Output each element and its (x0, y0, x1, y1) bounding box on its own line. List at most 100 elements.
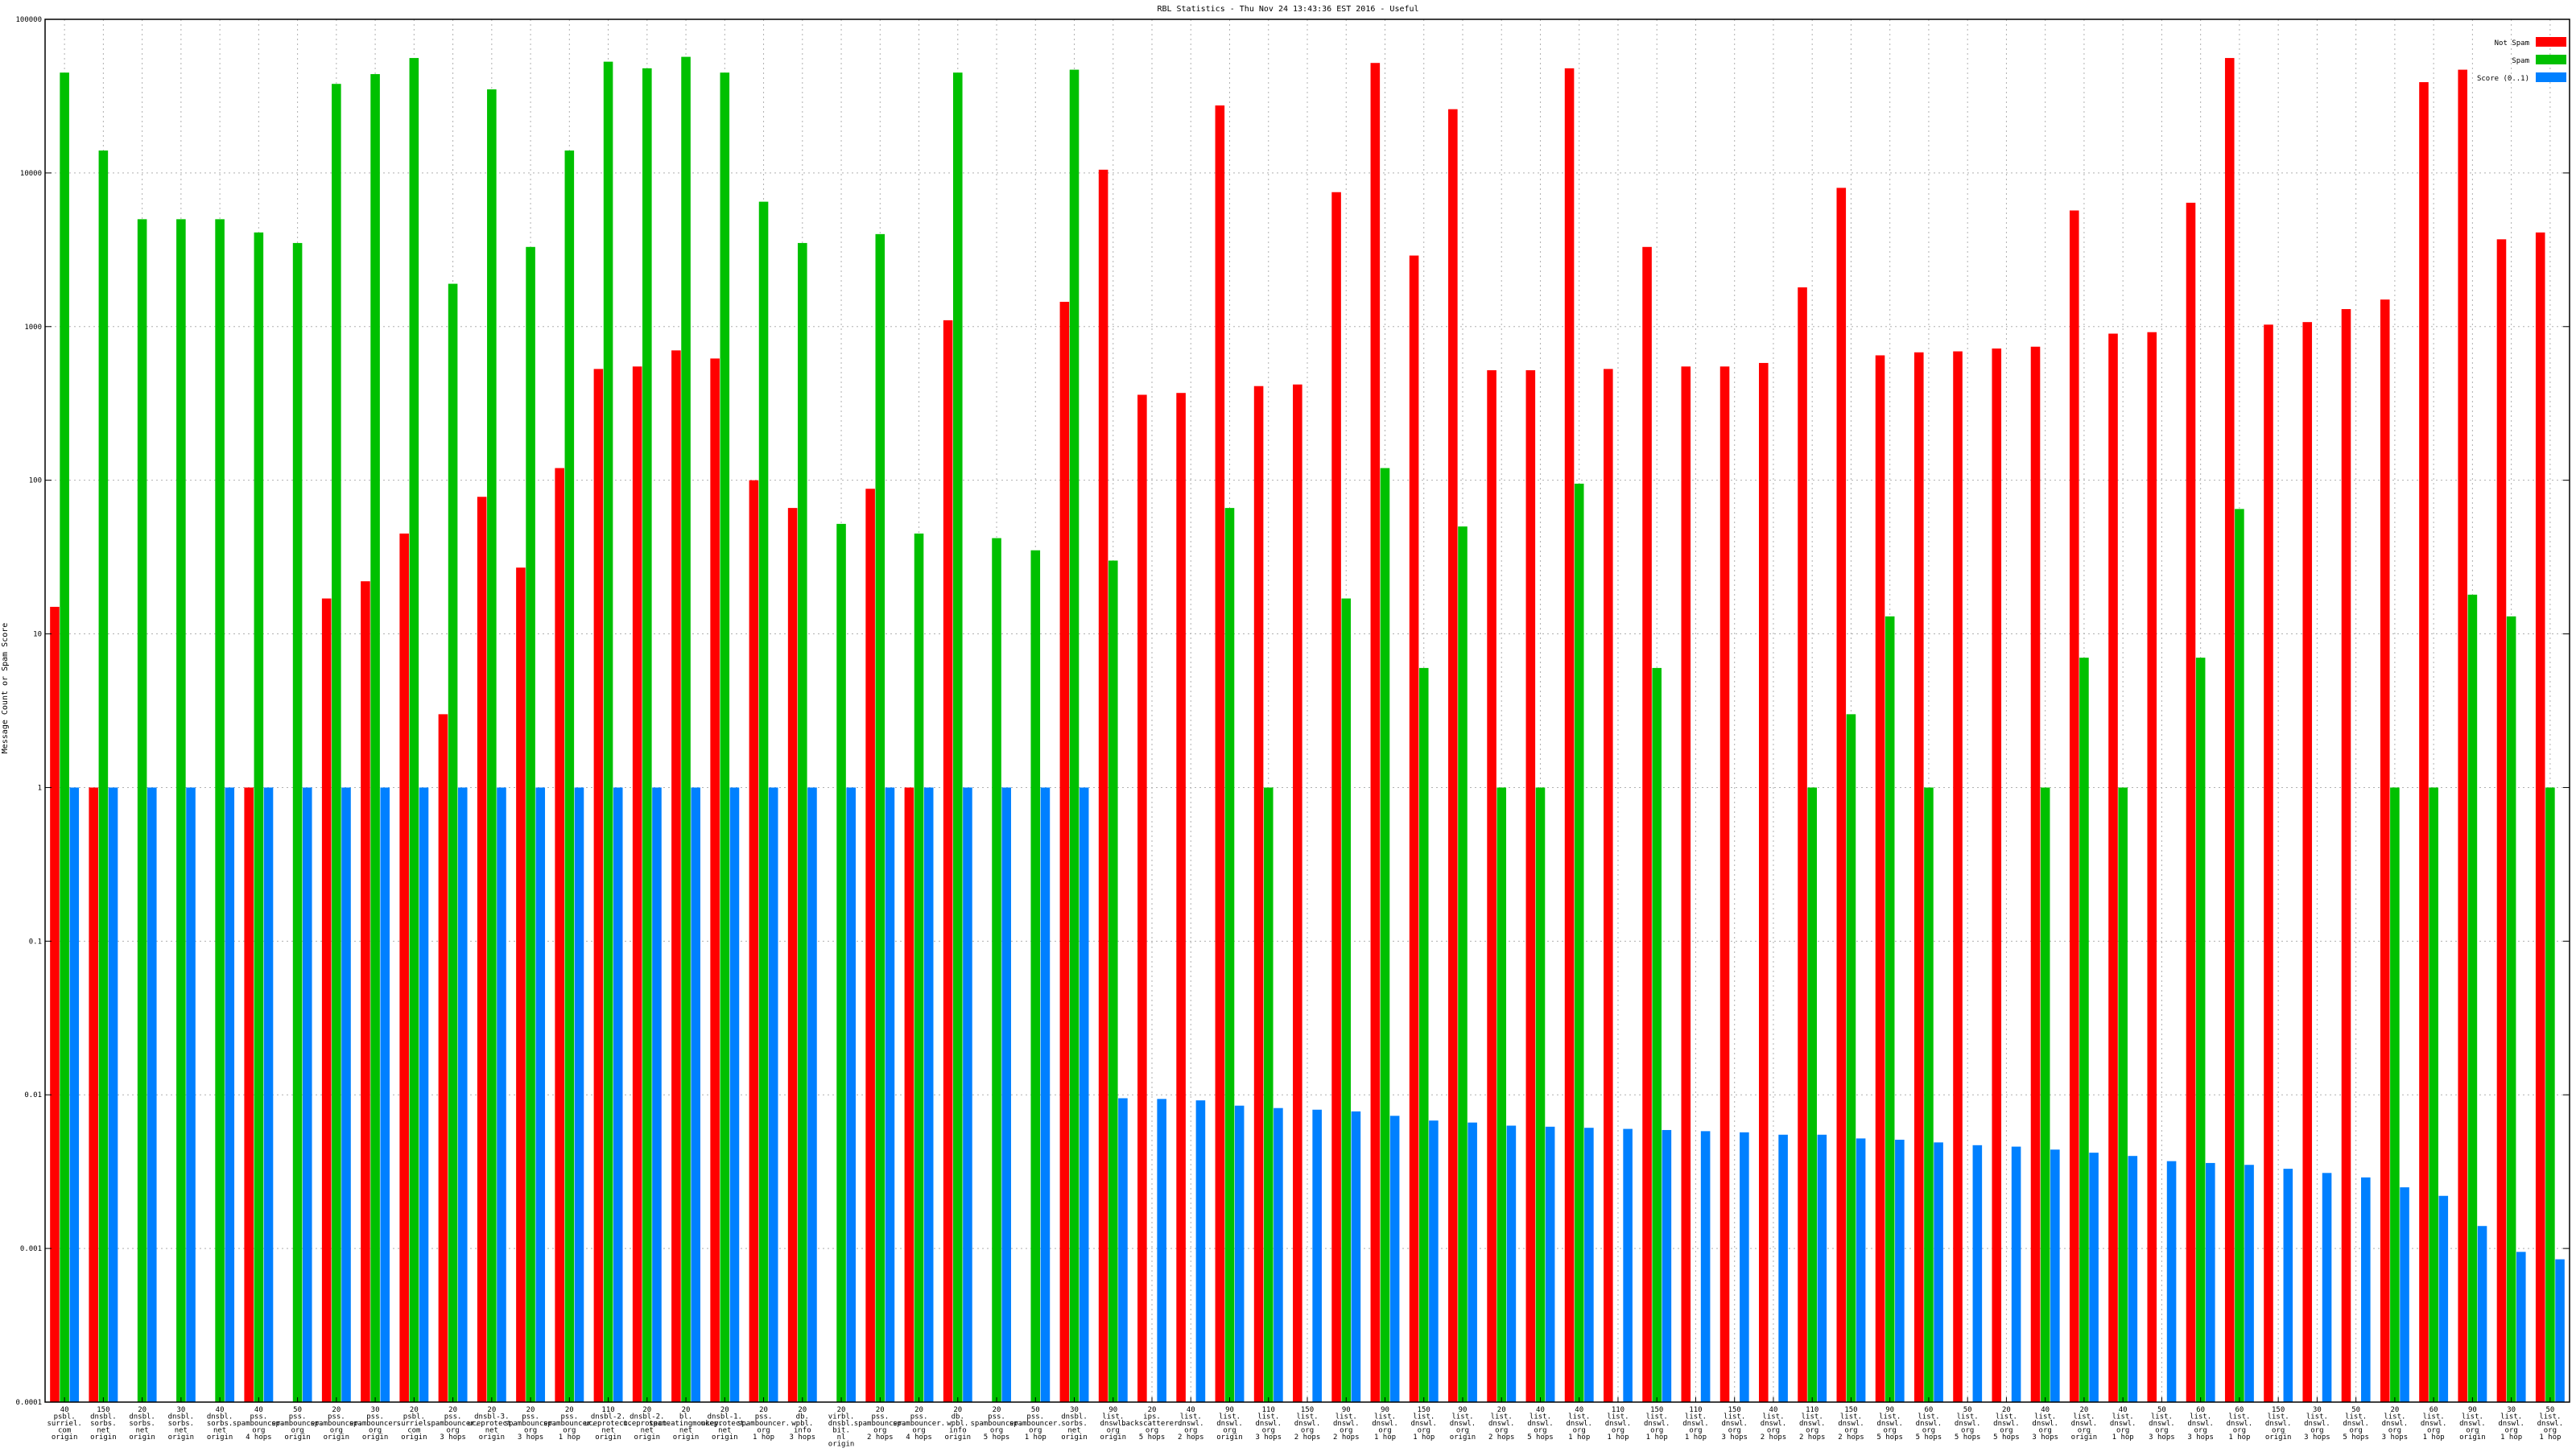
bar-score (2011, 1146, 2021, 1402)
bar-score (2206, 1162, 2215, 1402)
x-tick-label: 20 dnsbl. sorbs. net origin (129, 1406, 155, 1442)
bar-spam (1574, 483, 1584, 1403)
x-tick-label-line: 20 (2080, 1406, 2089, 1414)
bar-not-spam (1759, 362, 1769, 1402)
x-tick-label-line: list. (2190, 1413, 2211, 1421)
x-tick-label-line: list. (1607, 1413, 1629, 1421)
x-tick-label-line: 5 hops (1139, 1433, 1166, 1442)
x-tick-label-line: 3 hops (2032, 1433, 2058, 1442)
bar-spam (1924, 787, 1934, 1402)
x-tick-label-line: org (330, 1427, 343, 1435)
bar-score (963, 787, 972, 1402)
y-tick-label: 0.0001 (15, 1399, 42, 1407)
bar-spam (758, 201, 769, 1402)
x-tick-label-line: org (1728, 1427, 1741, 1435)
x-tick-label-line: pss. (522, 1413, 539, 1421)
bar-score (1972, 1145, 1983, 1402)
bar-not-spam (1836, 188, 1847, 1402)
x-tick-label-line: dnswl. (1644, 1420, 1670, 1428)
x-tick-label-line: org (1922, 1427, 1935, 1435)
x-tick-label-line: origin (2459, 1433, 2486, 1442)
x-tick-label-line: 150 (1844, 1406, 1857, 1414)
bar-spam (2235, 509, 2244, 1403)
bar-not-spam (1953, 351, 1963, 1403)
bar-not-spam (1448, 109, 1458, 1403)
x-tick-label-line: 1 hop (2423, 1433, 2445, 1442)
x-tick-label-line: dnswl. (2343, 1420, 2369, 1428)
bar-spam (952, 72, 963, 1402)
bar-not-spam (1992, 349, 2002, 1402)
x-tick-label-line: sorbs. (1061, 1420, 1088, 1428)
x-tick-label-line: 30 (2507, 1406, 2516, 1414)
x-tick-label: 20 dnsbl-2. uceprotect. net origin (623, 1406, 671, 1442)
x-tick-label-line: origin (479, 1433, 506, 1442)
x-tick-label-line: 30 (1070, 1406, 1079, 1414)
x-tick-label-line: list. (2228, 1413, 2250, 1421)
x-tick-label-line: 20 (953, 1406, 962, 1414)
x-tick-label-line: backscatterer. (1121, 1420, 1183, 1428)
x-tick-label-line: org (2466, 1427, 2479, 1435)
bar-score (1389, 1116, 1400, 1402)
bar-spam (487, 89, 497, 1402)
x-tick-label-line: list. (2112, 1413, 2134, 1421)
x-tick-label-line: list. (1296, 1413, 1318, 1421)
bar-not-spam (2458, 69, 2468, 1402)
x-tick-label-line: list. (1413, 1413, 1435, 1421)
x-tick-label-line: 150 (97, 1406, 109, 1414)
x-tick-label-line: 1 hop (753, 1433, 774, 1442)
x-tick-label-line: 5 hops (1527, 1433, 1554, 1442)
x-tick-label-line: origin (362, 1433, 389, 1442)
x-tick-label-line: psbl. (54, 1413, 76, 1421)
x-tick-label-line: 40 (2119, 1406, 2128, 1414)
x-tick-label: 30 list. dnswl. org 1 hop (2498, 1406, 2524, 1442)
x-tick-label-line: org (1961, 1427, 1974, 1435)
bar-score (1040, 787, 1051, 1402)
x-tick-label-line: 20 (759, 1406, 768, 1414)
x-tick-label-line: dnswl. (2382, 1420, 2409, 1428)
legend-swatch (2536, 72, 2566, 82)
x-tick-label-line: 5 hops (1993, 1433, 2020, 1442)
x-tick-label-line: pss. (755, 1413, 773, 1421)
x-tick-label-line: spambouncer. (310, 1420, 362, 1428)
x-tick-label-line: 20 (798, 1406, 807, 1414)
x-tick-label-line: 110 (1612, 1406, 1624, 1414)
x-tick-label-line: 3 hops (1255, 1433, 1282, 1442)
bar-spam (2118, 787, 2128, 1402)
bar-spam (1458, 526, 1468, 1403)
x-tick-label-line: org (2310, 1427, 2323, 1435)
x-tick-label-line: pss. (871, 1413, 889, 1421)
x-tick-label-line: 20 (565, 1406, 574, 1414)
x-tick-label-line: 2 hops (1761, 1433, 1787, 1442)
bar-not-spam (1798, 287, 1807, 1403)
bar-score (1545, 1126, 1555, 1402)
x-tick-label-line: net (641, 1427, 654, 1435)
x-tick-label-line: origin (207, 1433, 233, 1442)
x-tick-label-line: 90 (1381, 1406, 1389, 1414)
x-tick-label-line: dnswl. (1100, 1420, 1127, 1428)
bar-not-spam (477, 497, 487, 1402)
bar-not-spam (1293, 384, 1302, 1402)
x-tick-label-line: 20 (642, 1406, 651, 1414)
x-tick-label: 60 list. dnswl. org 5 hops (1916, 1406, 1942, 1442)
x-tick-label-line: 1 hop (1374, 1433, 1396, 1442)
x-tick-label-line: 2 hops (1488, 1433, 1515, 1442)
x-tick-label: 40 list. dnswl. org 1 hop (1566, 1406, 1592, 1442)
x-tick-label-line: uceprotect. (701, 1420, 749, 1428)
x-tick-label: 20 virbl. dnsbl. bit. nl origin (828, 1406, 855, 1449)
x-tick-label-line: 3 hops (2382, 1433, 2409, 1442)
x-tick-label: 30 dnsbl. sorbs. net origin (1061, 1406, 1088, 1442)
x-tick-label-line: dnsbl. (90, 1413, 117, 1421)
bar-not-spam (1370, 63, 1381, 1403)
x-tick-label: 40 list. dnswl. org 1 hop (2110, 1406, 2136, 1442)
bar-not-spam (943, 320, 953, 1403)
x-tick-label-line: net (1067, 1427, 1080, 1435)
x-tick-label-line: pss. (366, 1413, 384, 1421)
x-tick-label-line: 90 (1342, 1406, 1351, 1414)
x-tick-label-line: dnswl. (2227, 1420, 2253, 1428)
x-tick-label-line: dnswl. (1761, 1420, 1787, 1428)
x-tick-label: 20 pss. spambouncer. org 2 hops (854, 1406, 906, 1442)
x-tick-label: 50 list. dnswl. org 5 hops (1955, 1406, 1981, 1442)
x-tick-label-line: 150 (1418, 1406, 1430, 1414)
bar-not-spam (2108, 333, 2118, 1403)
x-tick-label-line: dnswl. (2265, 1420, 2292, 1428)
